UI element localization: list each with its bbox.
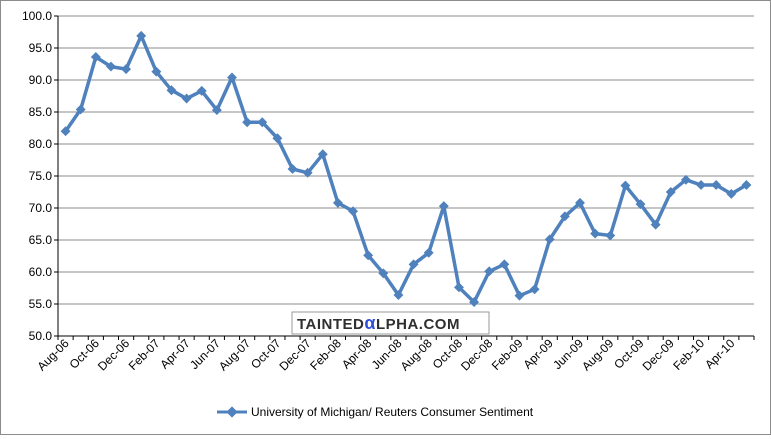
- y-tick-label: 65.0: [29, 233, 53, 247]
- data-point: [484, 266, 495, 277]
- data-point: [242, 117, 253, 128]
- x-tick-label: Apr-10: [702, 336, 738, 372]
- data-point: [665, 187, 676, 197]
- data-point: [454, 282, 464, 293]
- x-tick-label: Aug-08: [398, 336, 435, 373]
- data-point: [332, 197, 343, 208]
- x-tick-label: Dec-07: [277, 336, 314, 373]
- series-layer: [60, 30, 752, 308]
- gridlines: [58, 15, 754, 305]
- y-tick-label: 75.0: [29, 169, 53, 183]
- data-point: [423, 247, 434, 258]
- data-point: [181, 93, 192, 104]
- y-tick-label: 100.0: [22, 9, 52, 23]
- data-point: [60, 126, 71, 137]
- x-tick-label: Feb-09: [489, 336, 526, 373]
- x-tick-label: Apr-07: [157, 336, 193, 372]
- data-point: [302, 167, 313, 178]
- data-point: [227, 72, 237, 83]
- data-point: [136, 30, 147, 41]
- data-point: [650, 219, 661, 230]
- watermark-text-after: LPHA.COM: [376, 316, 460, 333]
- y-tick-label: 95.0: [29, 41, 53, 55]
- y-tick-label: 50.0: [29, 329, 53, 343]
- data-point: [393, 290, 404, 300]
- data-point: [575, 197, 585, 208]
- y-tick-label: 60.0: [29, 265, 53, 279]
- data-point: [726, 188, 737, 199]
- watermark-logo: TAINTEDαLPHA.COM: [291, 311, 490, 335]
- x-tick-label: Dec-08: [458, 336, 495, 373]
- data-point: [438, 201, 449, 212]
- series-line: [64, 34, 748, 304]
- data-point: [272, 133, 283, 144]
- y-tick-label: 55.0: [29, 297, 53, 311]
- x-tick-label: Apr-09: [520, 336, 556, 372]
- x-tick-label: Aug-07: [216, 336, 253, 373]
- x-tick-label: Dec-09: [640, 336, 677, 373]
- data-point: [196, 85, 207, 96]
- x-tick-label: Feb-10: [670, 336, 707, 373]
- data-point: [529, 284, 540, 295]
- legend: University of Michigan/ Reuters Consumer…: [217, 405, 534, 419]
- watermark-box: [291, 311, 490, 335]
- data-point: [590, 228, 601, 239]
- watermark-text-before: TAINTED: [297, 316, 364, 333]
- data-point: [75, 104, 86, 115]
- svg-text:TAINTEDαLPHA.COM: TAINTEDαLPHA.COM: [297, 313, 460, 333]
- data-point: [711, 180, 722, 190]
- legend-marker: [226, 406, 238, 418]
- x-tick-label: Feb-07: [126, 336, 163, 373]
- data-point: [166, 85, 177, 96]
- y-tick-label: 85.0: [29, 105, 53, 119]
- y-tick-label: 80.0: [29, 137, 53, 151]
- data-point: [499, 259, 510, 270]
- data-point: [696, 180, 706, 190]
- data-point: [605, 230, 616, 241]
- data-point: [514, 290, 525, 301]
- x-tick-label: Dec-06: [95, 336, 132, 373]
- data-point: [121, 64, 132, 75]
- x-tick-label: Apr-08: [339, 336, 375, 372]
- data-point: [211, 105, 222, 116]
- data-point: [106, 61, 116, 72]
- legend-label: University of Michigan/ Reuters Consumer…: [251, 405, 534, 419]
- data-point: [378, 268, 389, 279]
- x-tick-label: Aug-09: [579, 336, 616, 373]
- data-point: [635, 199, 646, 210]
- data-point: [620, 180, 631, 191]
- data-point: [544, 234, 555, 245]
- data-point: [348, 206, 358, 217]
- data-point: [287, 164, 298, 174]
- data-point: [90, 52, 101, 62]
- x-tick-label: Feb-08: [307, 336, 344, 373]
- data-point: [469, 297, 480, 308]
- y-tick-label: 70.0: [29, 201, 53, 215]
- data-point: [151, 66, 162, 77]
- y-tick-label: 90.0: [29, 73, 53, 87]
- data-point: [408, 259, 419, 270]
- data-point: [317, 149, 328, 160]
- data-point: [559, 211, 570, 222]
- data-point: [741, 180, 752, 190]
- watermark-alpha: α: [364, 313, 376, 333]
- data-point: [680, 174, 691, 185]
